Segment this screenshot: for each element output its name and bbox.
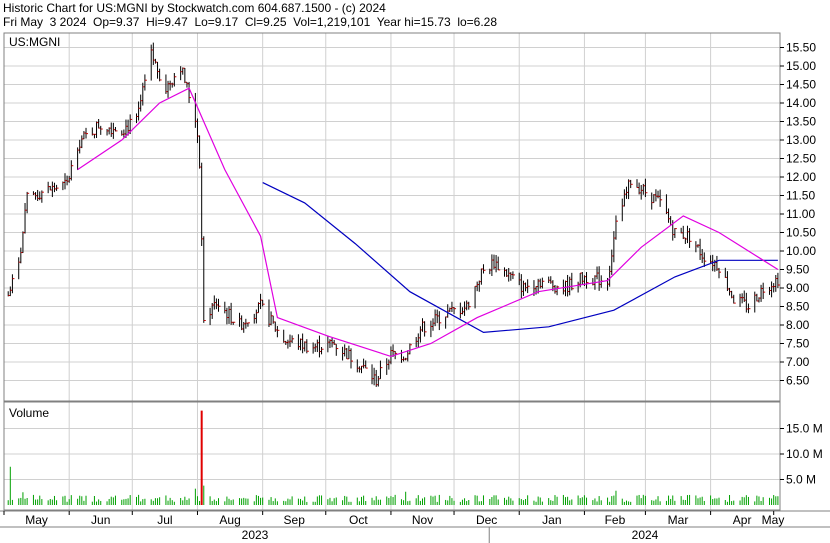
month-label: Mar (668, 513, 689, 527)
price-tick-label: 15.50 (786, 41, 816, 55)
month-label: Feb (605, 513, 626, 527)
month-label: Nov (412, 513, 433, 527)
volume-panel-frame (3, 401, 781, 511)
price-tick-label: 14.00 (786, 96, 816, 110)
month-label: May (762, 513, 785, 527)
price-tick-label: 11.50 (786, 189, 815, 203)
price-tick-label: 9.00 (786, 281, 810, 295)
price-tick-label: 10.50 (786, 226, 816, 240)
price-tick-label: 9.50 (786, 263, 810, 277)
chart-stats-line: Fri May 3 2024 Op=9.37 Hi=9.47 Lo=9.17 C… (3, 15, 498, 29)
month-label: Jun (91, 513, 110, 527)
price-tick-label: 15.00 (786, 59, 816, 73)
price-tick-label: 8.50 (786, 300, 810, 314)
price-tick-label: 12.50 (786, 152, 816, 166)
volume-label: Volume (9, 406, 49, 420)
price-tick-label: 11.00 (786, 207, 815, 221)
price-tick-label: 13.00 (786, 133, 816, 147)
symbol-label: US:MGNI (9, 35, 60, 49)
price-tick-label: 10.00 (786, 244, 816, 258)
moving-average-long-line (262, 182, 778, 334)
month-label: Sep (284, 513, 306, 527)
price-panel-frame (3, 32, 781, 402)
price-tick-label: 7.50 (786, 337, 810, 351)
year-label: 2023 (242, 528, 269, 542)
volume-tick-label: 15.0 M (786, 422, 823, 436)
moving-average-short-line (77, 87, 779, 358)
month-label: Aug (219, 513, 240, 527)
chart-title-line: Historic Chart for US:MGNI by Stockwatch… (3, 1, 386, 15)
month-label: Oct (349, 513, 368, 527)
month-label: May (25, 513, 48, 527)
price-tick-label: 8.00 (786, 318, 810, 332)
month-label: Jan (542, 513, 561, 527)
volume-tick-label: 5.0 M (786, 473, 816, 487)
month-label: Dec (476, 513, 497, 527)
price-tick-label: 6.50 (786, 374, 810, 388)
month-label: Apr (733, 513, 752, 527)
price-tick-label: 7.00 (786, 355, 810, 369)
price-tick-label: 13.50 (786, 115, 816, 129)
volume-tick-label: 10.0 M (786, 447, 823, 461)
year-label: 2024 (632, 528, 659, 542)
price-tick-label: 12.00 (786, 170, 816, 184)
price-tick-label: 14.50 (786, 78, 816, 92)
month-label: Jul (157, 513, 172, 527)
